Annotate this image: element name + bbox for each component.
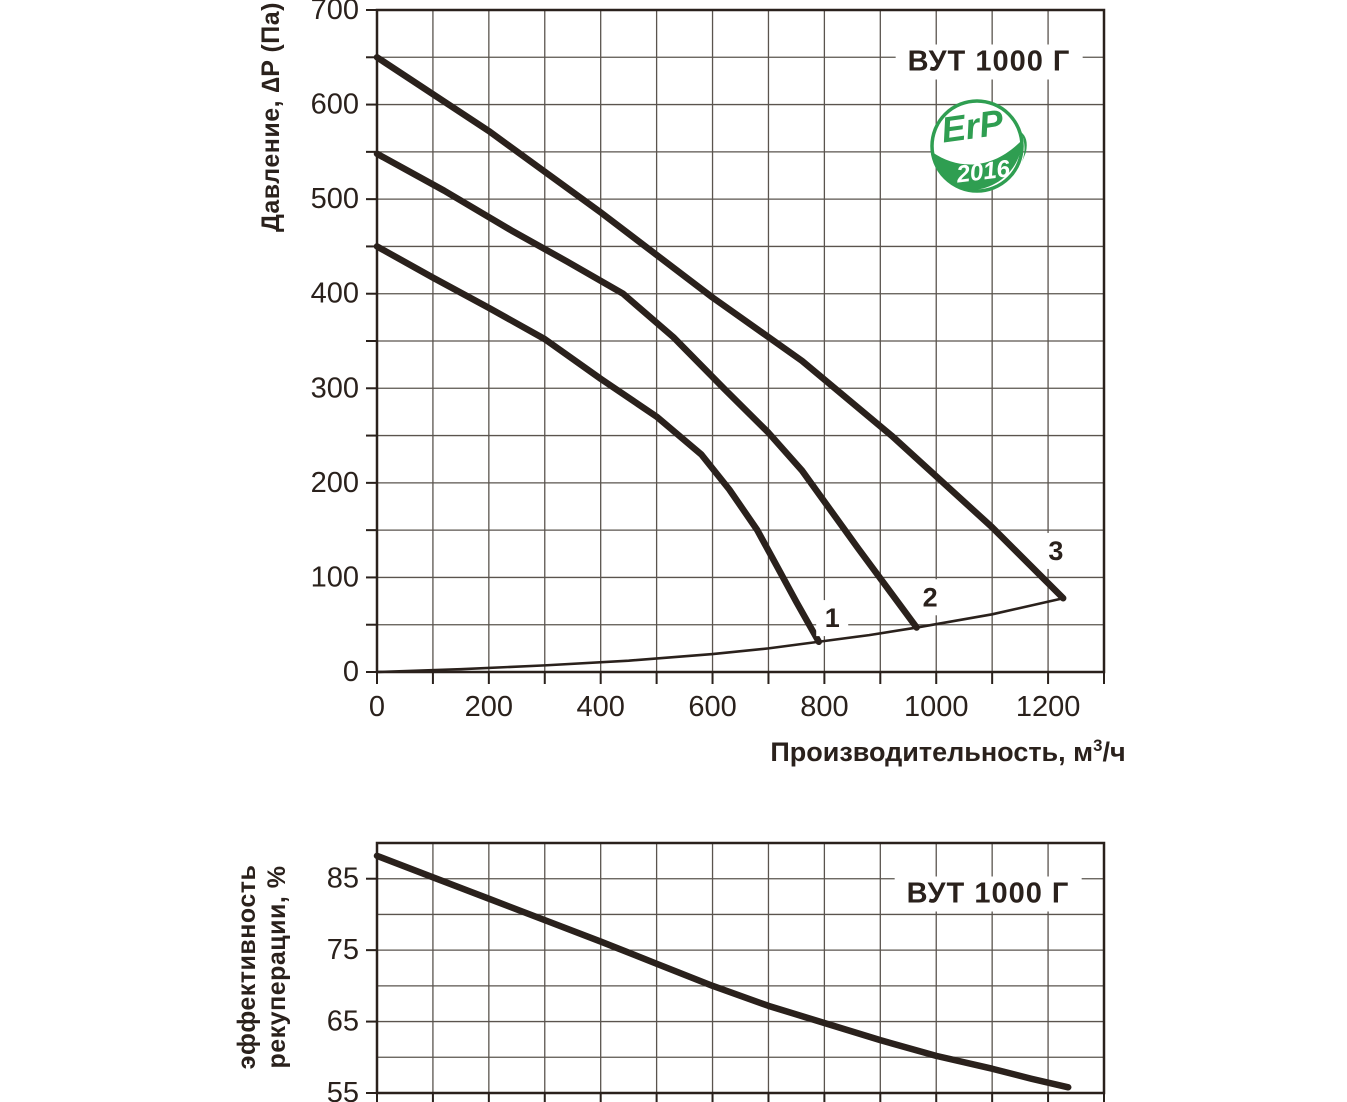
top-chart-y-axis-label: Давление, ∆P (Па) <box>257 2 285 232</box>
top-chart-x-tick-label: 1000 <box>904 691 969 723</box>
erp-badge-year: 2016 <box>954 155 1012 189</box>
top-chart-y-tick-label: 700 <box>311 0 359 26</box>
bottom-chart-title: ВУТ 1000 Г <box>894 876 1082 912</box>
top-chart-title: ВУТ 1000 Г <box>895 44 1083 80</box>
x-axis-label-superscript: 3 <box>1093 736 1103 755</box>
top-chart-y-tick-label: 0 <box>343 656 359 688</box>
top-chart-y-tick-label: 300 <box>311 372 359 404</box>
bottom-chart-y-axis-label: эффективность рекуперации, % <box>232 865 292 1070</box>
bottom-chart-curve-recuperation-efficiency <box>373 852 1072 1091</box>
top-chart-y-tick-label: 400 <box>311 278 359 310</box>
top-chart-y-tick-label: 600 <box>311 89 359 121</box>
top-chart-x-tick-label: 400 <box>576 691 624 723</box>
top-chart-x-axis-label: Производительность, м3/ч <box>770 736 1125 768</box>
x-axis-label-text: Производительность, м <box>770 737 1094 767</box>
top-chart-annotation-box <box>914 579 947 616</box>
erp-2016-badge: ErP 2016 <box>925 94 1029 198</box>
top-chart-x-tick-label: 600 <box>688 691 736 723</box>
erp-leaf-icon: ErP 2016 <box>930 99 1027 193</box>
bottom-chart: 55 65 75 85 <box>327 841 1106 1102</box>
top-chart-x-tick-label: 800 <box>800 691 848 723</box>
top-chart-x-tick-label: 1200 <box>1016 691 1081 723</box>
top-chart-border <box>375 8 1106 674</box>
top-chart-x-tick-label: 200 <box>465 691 513 723</box>
erp-leaf-tip <box>1021 132 1027 162</box>
bottom-ylabel-line2: рекуперации, % <box>263 865 291 1069</box>
top-chart-y-tick-label: 500 <box>311 183 359 215</box>
top-chart-curve-system-resistance <box>375 596 1065 674</box>
top-chart-y-tick-label: 200 <box>311 467 359 499</box>
top-chart-curve-label-3: 3 <box>1048 536 1063 566</box>
bottom-chart-y-tick-label: 75 <box>327 934 359 966</box>
top-chart-curve-speed-2 <box>373 150 920 631</box>
bottom-chart-y-tick-label: 55 <box>327 1077 359 1102</box>
top-chart-x-tick-label: 0 <box>369 691 385 723</box>
top-chart-curve-label-2: 2 <box>923 582 938 612</box>
top-chart-curve-speed-3 <box>373 54 1067 602</box>
top-chart-annotation-box <box>816 600 849 637</box>
bottom-chart-tick-labels: 55 65 75 85 <box>327 863 359 1102</box>
bottom-chart-y-tick-label: 85 <box>327 863 359 895</box>
erp-leaf-body <box>932 140 1022 190</box>
top-chart-ticks <box>366 9 1105 684</box>
bottom-chart-border <box>375 841 1106 1095</box>
top-chart-y-tick-label: 100 <box>311 561 359 593</box>
bottom-chart-ticks <box>366 877 1105 1102</box>
top-chart-curve-label-1: 1 <box>825 603 840 633</box>
bottom-ylabel-line1: эффективность <box>233 864 261 1070</box>
x-axis-label-unit: /ч <box>1102 737 1126 767</box>
top-chart-tick-labels: 0 200 400 600 800 1000 1200 0 100 200 300 400 500 600… <box>311 0 1081 723</box>
erp-badge-text: ErP <box>939 101 1007 150</box>
top-chart-curve-speed-1 <box>373 243 823 645</box>
bottom-chart-y-tick-label: 65 <box>327 1006 359 1038</box>
top-chart-annotation-box <box>1039 532 1072 569</box>
